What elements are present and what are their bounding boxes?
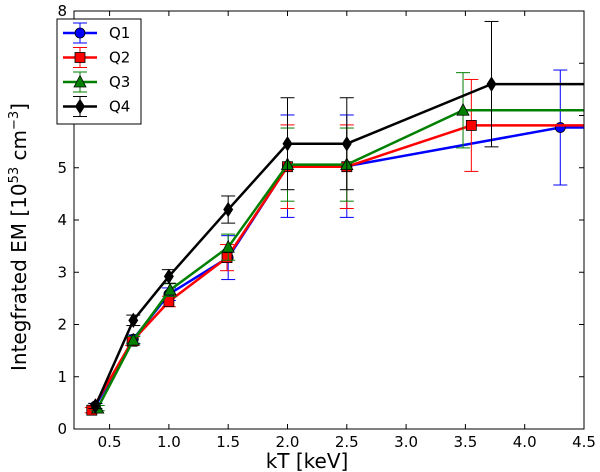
legend-label: Q2 [109, 49, 130, 67]
data-point-q3 [456, 102, 470, 116]
y-axis-label-exp2: −3 [7, 111, 22, 130]
y-axis-label-close: ] [7, 103, 31, 111]
y-tick-label: 5 [57, 159, 67, 177]
legend-marker [74, 27, 86, 39]
series-q1 [88, 69, 584, 412]
data-point-q1 [554, 122, 566, 133]
y-tick-label: 1 [57, 368, 67, 386]
y-tick-label: 4 [57, 211, 67, 229]
data-point-q4 [486, 76, 497, 92]
x-tick-label: 2.5 [335, 433, 359, 451]
data-point-q4 [128, 312, 139, 329]
data-point-q4 [90, 398, 101, 414]
data-point-q3 [126, 332, 140, 346]
x-tick-label: 4.5 [572, 433, 596, 451]
axes-frame [73, 10, 585, 430]
x-tick-label: 1.5 [216, 433, 240, 451]
x-axis-label: kT [keV] [266, 449, 349, 472]
x-tick-label: 4.0 [513, 433, 537, 451]
series-q2 [84, 78, 584, 416]
legend-marker [75, 98, 85, 115]
y-tick-label: 3 [57, 263, 67, 281]
data-point-q4 [163, 268, 174, 285]
x-tick-label: 3.5 [453, 433, 477, 451]
legend-label: Q4 [109, 98, 130, 116]
y-tick-label: 8 [57, 2, 67, 20]
x-tick-label: 3.0 [394, 433, 418, 451]
legend: Q1 Q2 Q3 Q4 [56, 18, 142, 125]
data-point-q3 [221, 239, 235, 253]
legend-entry-q4: Q4 [63, 96, 130, 117]
data-point-q4 [282, 135, 293, 152]
data-point-q4 [223, 201, 234, 218]
legend-entry-q1: Q1 [63, 22, 130, 44]
legend-entry-q2: Q2 [63, 47, 130, 68]
data-point-q2 [221, 252, 233, 264]
axes: 0.51.01.52.02.53.03.54.04.5012345678 [57, 2, 595, 451]
legend-label: Q1 [109, 24, 130, 42]
y-tick-label: 2 [57, 316, 67, 334]
series-q4 [88, 20, 584, 414]
data-point-q4 [341, 135, 352, 152]
legend-label: Q3 [109, 73, 130, 91]
x-tick-label: 0.5 [98, 433, 122, 451]
y-axis-label-exp1: 53 [7, 167, 22, 184]
series-line-q4 [94, 82, 584, 407]
series-line-q3 [96, 109, 584, 409]
legend-entry-q3: Q3 [63, 71, 130, 93]
y-axis-label-main: Integfrated EM [10 [7, 183, 31, 371]
x-tick-label: 1.0 [157, 433, 181, 451]
legend-marker [74, 52, 86, 63]
data-point-q2 [465, 120, 477, 131]
series-q3 [90, 72, 584, 414]
plot-area [84, 20, 584, 416]
data-point-q3 [163, 282, 177, 296]
y-tick-label: 0 [57, 420, 67, 438]
series-line-q1 [94, 126, 584, 407]
x-tick-label: 2.0 [276, 433, 300, 451]
y-axis-label: Integfrated EM [1053 cm−3] [7, 103, 31, 371]
series-line-q2 [90, 124, 584, 411]
legend-marker [73, 74, 87, 88]
y-axis-label-unit: cm [7, 130, 31, 167]
